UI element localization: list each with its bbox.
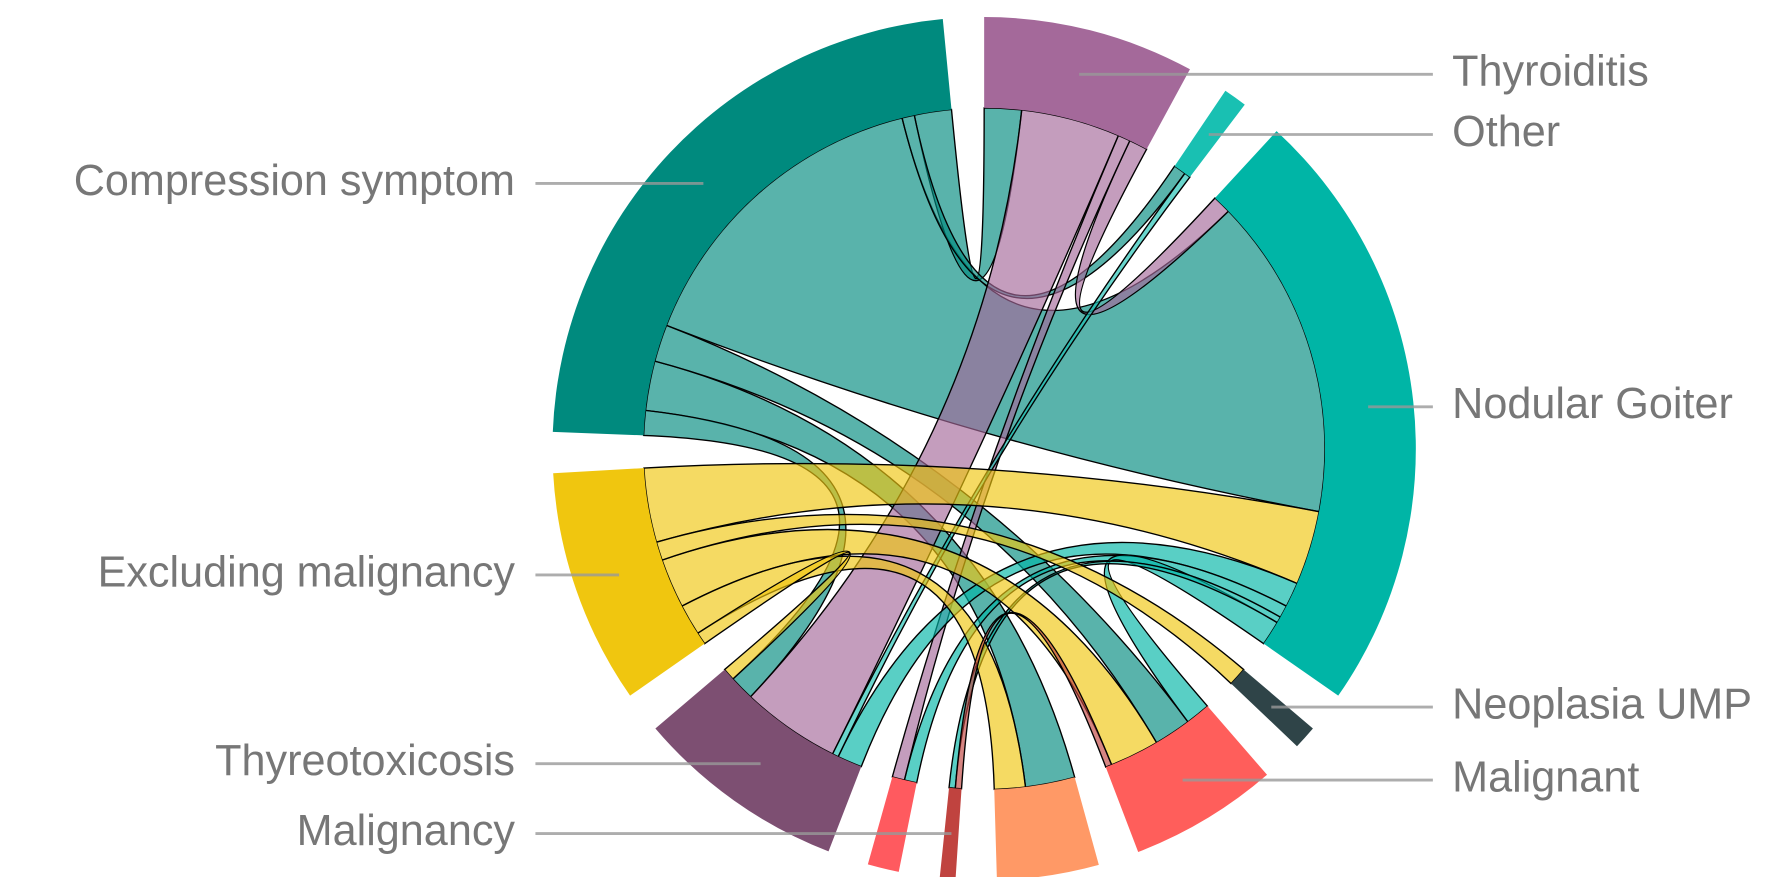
ribbon <box>661 528 1158 766</box>
node-label: Other <box>1452 108 1560 156</box>
node-arc <box>867 776 917 872</box>
node-label: Compression symptom <box>74 157 515 205</box>
ribbons <box>642 107 1326 791</box>
node-arc <box>1215 131 1416 696</box>
node-label: Neoplasia UMP <box>1452 680 1752 728</box>
node-arcs <box>552 17 1416 877</box>
node-arc <box>994 777 1099 877</box>
labels: Thyroiditis Other Nodular Goiter Neoplasia … <box>74 48 1752 855</box>
node-arc <box>984 17 1190 150</box>
node-label: Malignancy <box>297 807 516 855</box>
node-label: Excluding malignancy <box>98 548 516 596</box>
ribbon <box>643 462 1320 585</box>
node-arc <box>553 468 705 696</box>
node-label: Malignant <box>1452 753 1639 801</box>
node-arc <box>655 669 862 852</box>
ribbon <box>913 107 1023 282</box>
node-label: Thyreotoxicosis <box>215 737 515 785</box>
node-label: Thyroiditis <box>1452 48 1649 96</box>
ribbon <box>954 611 1113 790</box>
ribbon <box>680 555 1027 791</box>
node-label: Nodular Goiter <box>1452 380 1733 428</box>
node-arc <box>552 19 952 436</box>
